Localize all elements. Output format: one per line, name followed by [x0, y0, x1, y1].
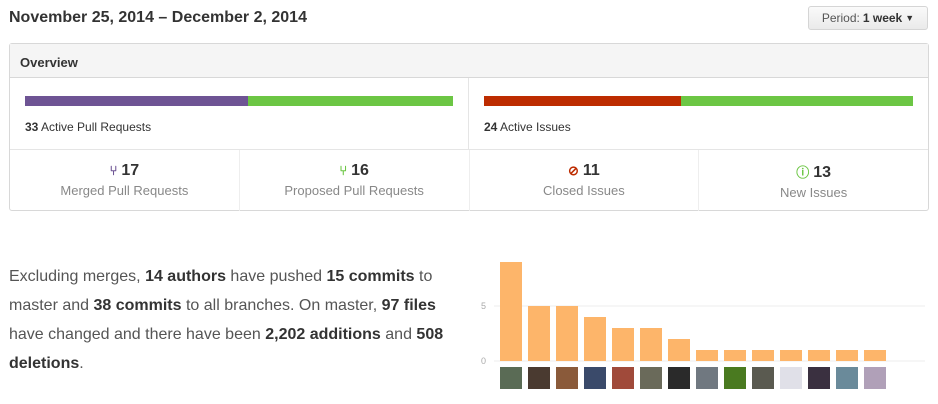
commit-summary: Excluding merges, 14 authors have pushed… [9, 268, 444, 372]
commits-all: 38 commits [93, 297, 182, 314]
period-label: Period: [821, 11, 860, 25]
bar-author8 [696, 350, 718, 361]
merged-pr-icon: ⑂ [109, 163, 118, 178]
stats-row: ⑂ 17 Merged Pull Requests ⑂ 16 Proposed Pull … [10, 150, 928, 211]
avatar-author13[interactable] [836, 367, 858, 389]
bar-author13 [836, 350, 858, 361]
avatar-author10[interactable] [752, 367, 774, 389]
active-pull-requests[interactable]: 33 Active Pull Requests [25, 120, 151, 134]
avatar-author5[interactable] [612, 367, 634, 389]
bar-author14 [864, 350, 886, 361]
y-tick-label: 0 [481, 356, 486, 366]
active-pr-count: 33 [25, 120, 39, 134]
bar-author10 [752, 350, 774, 361]
bar-author2 [528, 306, 550, 361]
bar-author9 [724, 350, 746, 361]
date-range-title: November 25, 2014 – December 2, 2014 [9, 9, 307, 26]
period-dropdown[interactable]: Period: 1 week ▼ [808, 6, 928, 30]
merged-segment [25, 96, 248, 106]
avatar-author7[interactable] [668, 367, 690, 389]
authors-link[interactable]: 14 authors [145, 268, 226, 285]
y-tick-label: 5 [481, 301, 486, 311]
stat-count: 17 [121, 162, 140, 179]
stat-label: Closed Issues [543, 183, 625, 198]
overview-title: Overview [10, 44, 928, 78]
bar-author5 [612, 328, 634, 361]
avatar-author1[interactable] [500, 367, 522, 389]
new-issue-icon: ⓘ [796, 165, 810, 180]
pull-requests-bar[interactable] [25, 96, 453, 106]
period-value: 1 week [862, 11, 903, 25]
active-issues-count: 24 [484, 120, 498, 134]
active-pr-label: Active Pull Requests [41, 120, 152, 134]
closed-segment [484, 96, 682, 106]
avatar-author8[interactable] [696, 367, 718, 389]
bar-author7 [668, 339, 690, 361]
avatar-author6[interactable] [640, 367, 662, 389]
active-issues-label: Active Issues [500, 120, 571, 134]
closed-issue-icon: ⊘ [567, 163, 579, 178]
issues-bar[interactable] [484, 96, 913, 106]
bar-author1 [500, 262, 522, 361]
bar-author12 [808, 350, 830, 361]
caret-down-icon: ▼ [905, 13, 915, 23]
pull-requests-summary: 33 Active Pull Requests [10, 78, 469, 150]
stat-count: 16 [351, 162, 369, 179]
commits-master: 15 commits [326, 268, 415, 285]
avatar-author4[interactable] [584, 367, 606, 389]
stat-new-issue[interactable]: ⓘ 13 New Issues [699, 150, 928, 211]
stat-count: 13 [813, 164, 832, 181]
new-segment [681, 96, 913, 106]
active-issues[interactable]: 24 Active Issues [484, 120, 571, 134]
overview-panel: Overview 33 Active Pull Requests 24 Acti… [9, 43, 929, 211]
avatar-author3[interactable] [556, 367, 578, 389]
bar-author3 [556, 306, 578, 361]
avatar-author2[interactable] [528, 367, 550, 389]
commits-by-author-chart: 05 [481, 262, 925, 389]
files-count: 97 files [381, 297, 436, 314]
stat-count: 11 [582, 162, 600, 179]
avatar-author14[interactable] [864, 367, 886, 389]
additions-count: 2,202 [265, 326, 306, 343]
deletions-count: 508 [416, 326, 444, 343]
stat-merged-pr[interactable]: ⑂ 17 Merged Pull Requests [10, 150, 240, 211]
stat-proposed-pr[interactable]: ⑂ 16 Proposed Pull Requests [240, 150, 470, 211]
avatar-author9[interactable] [724, 367, 746, 389]
avatar-author11[interactable] [780, 367, 802, 389]
stat-closed-issue[interactable]: ⊘ 11 Closed Issues [470, 150, 700, 211]
issues-summary: 24 Active Issues [469, 78, 928, 150]
bar-author6 [640, 328, 662, 361]
proposed-segment [247, 96, 453, 106]
stat-label: Merged Pull Requests [60, 183, 189, 198]
avatar-author12[interactable] [808, 367, 830, 389]
bar-author4 [584, 317, 606, 361]
bar-author11 [780, 350, 802, 361]
stat-label: Proposed Pull Requests [284, 183, 424, 198]
stat-label: New Issues [780, 185, 848, 200]
proposed-pr-icon: ⑂ [339, 163, 348, 178]
